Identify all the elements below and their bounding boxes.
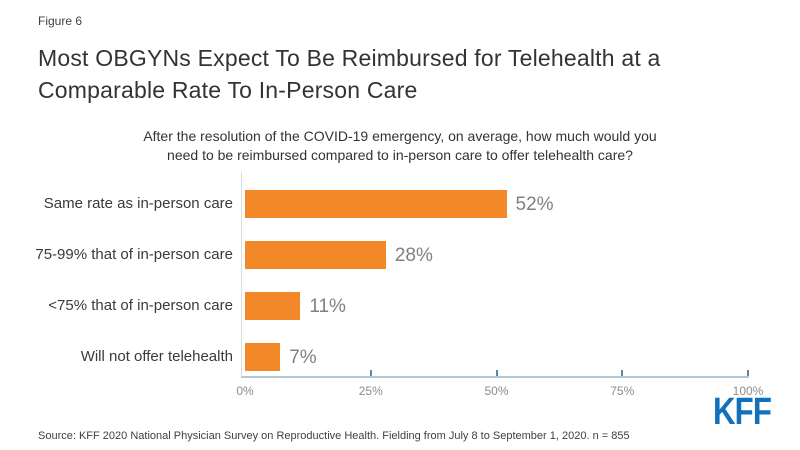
bar [245,292,301,320]
chart-title: Most OBGYNs Expect To Be Reimbursed for … [38,45,661,103]
x-axis-line [241,376,749,378]
bar [245,190,507,218]
kff-logo: KFF [713,391,772,433]
x-axis-tick-label: 75% [610,384,635,398]
x-axis-tick-label: 100% [732,384,764,398]
source-note: Source: KFF 2020 National Physician Surv… [38,430,630,442]
bar-row: <75% that of in-person care 11% [0,292,800,320]
bar [245,241,386,269]
category-label: Will not offer telehealth [80,348,233,365]
x-axis-tick-mark [621,370,624,376]
category-label: 75-99% that of in-person care [35,246,233,263]
figure-number-label: Figure 6 [38,14,83,28]
x-axis-tick-label: 25% [358,384,383,398]
x-axis-tick-mark [495,370,498,376]
category-label: <75% that of in-person care [48,297,233,314]
x-axis-tick-mark [369,370,372,376]
category-label: Same rate as in-person care [43,195,233,212]
value-label: 28% [394,245,433,266]
value-label: 7% [289,347,317,368]
x-axis-tick-mark [747,370,749,376]
x-axis-tick-label: 50% [484,384,509,398]
value-label: 52% [515,194,554,215]
y-axis-line [241,172,242,377]
bar-row: Same rate as in-person care 52% [0,190,800,218]
chart-subtitle-question: After the resolution of the COVID-19 eme… [143,128,657,163]
value-label: 11% [309,296,346,317]
bar-row: 75-99% that of in-person care 28% [0,241,800,269]
bar-row: Will not offer telehealth 7% [0,343,800,371]
x-axis-tick-label: 0% [236,384,254,398]
bar [245,343,281,371]
